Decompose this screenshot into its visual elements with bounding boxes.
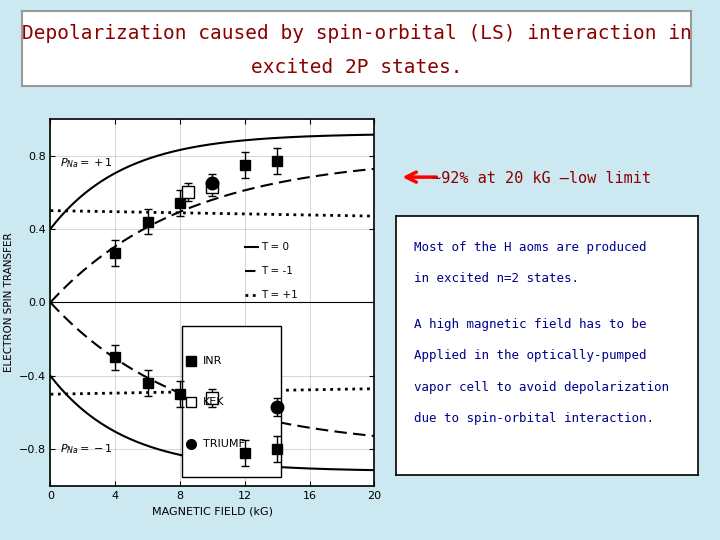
Text: excited 2P states.: excited 2P states. <box>251 58 462 77</box>
Text: TRIUMF: TRIUMF <box>203 439 245 449</box>
Text: vapor cell to avoid depolarization: vapor cell to avoid depolarization <box>414 381 669 394</box>
Text: $P_{Na} = +1$: $P_{Na} = +1$ <box>60 156 113 170</box>
Text: due to spin-orbital interaction.: due to spin-orbital interaction. <box>414 411 654 424</box>
Text: KEK: KEK <box>203 397 224 408</box>
Text: T = 0: T = 0 <box>261 242 289 252</box>
Text: $P_{Na} = -1$: $P_{Na} = -1$ <box>60 442 113 456</box>
Text: Depolarization caused by spin-orbital (LS) interaction in: Depolarization caused by spin-orbital (L… <box>22 24 691 43</box>
Text: T = -1: T = -1 <box>261 266 293 276</box>
Text: T = +1: T = +1 <box>261 290 298 300</box>
Text: Most of the H aoms are produced: Most of the H aoms are produced <box>414 241 647 254</box>
Text: ~92% at 20 kG –low limit: ~92% at 20 kG –low limit <box>432 171 651 186</box>
FancyBboxPatch shape <box>182 326 282 477</box>
Text: A high magnetic field has to be: A high magnetic field has to be <box>414 319 647 332</box>
X-axis label: MAGNETIC FIELD (kG): MAGNETIC FIELD (kG) <box>152 507 273 516</box>
Text: INR: INR <box>203 356 222 366</box>
Text: Applied in the optically-pumped: Applied in the optically-pumped <box>414 349 647 362</box>
Y-axis label: ELECTRON SPIN TRANSFER: ELECTRON SPIN TRANSFER <box>4 233 14 372</box>
Text: in excited n=2 states.: in excited n=2 states. <box>414 272 579 285</box>
